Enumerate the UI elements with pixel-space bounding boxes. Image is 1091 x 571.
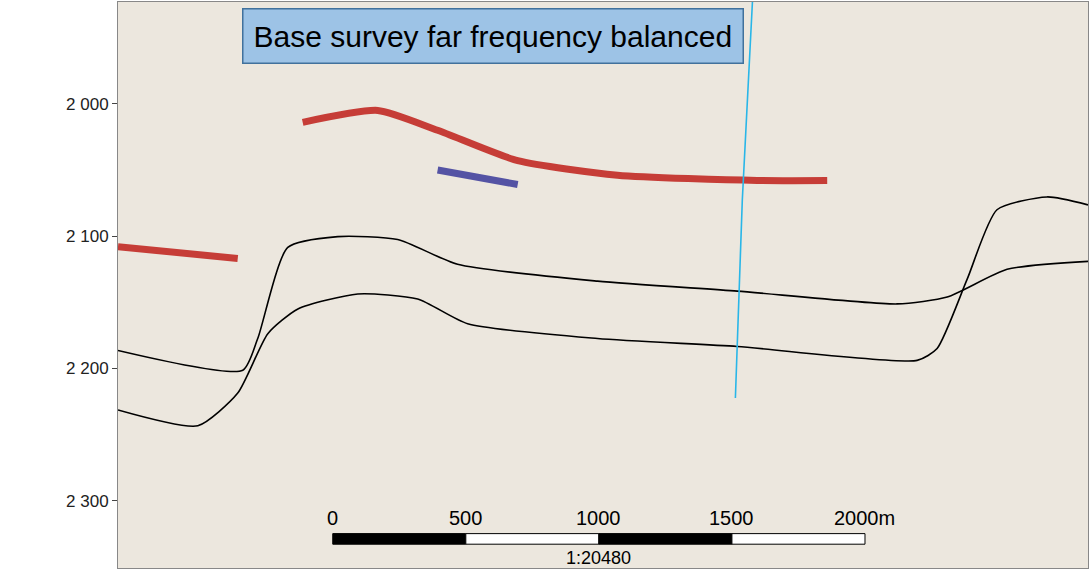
svg-text:1000: 1000 [576,507,621,529]
svg-text:Base survey far frequency bala: Base survey far frequency balanced [254,20,733,53]
svg-text:2 300: 2 300 [66,492,109,511]
svg-text:1500: 1500 [709,507,754,529]
svg-text:2000m: 2000m [834,507,895,529]
svg-text:0: 0 [327,507,338,529]
svg-text:2 100: 2 100 [66,227,109,246]
svg-text:2 200: 2 200 [66,359,109,378]
svg-text:1:20480: 1:20480 [566,548,631,568]
svg-text:500: 500 [449,507,482,529]
svg-text:2 000: 2 000 [66,95,109,114]
